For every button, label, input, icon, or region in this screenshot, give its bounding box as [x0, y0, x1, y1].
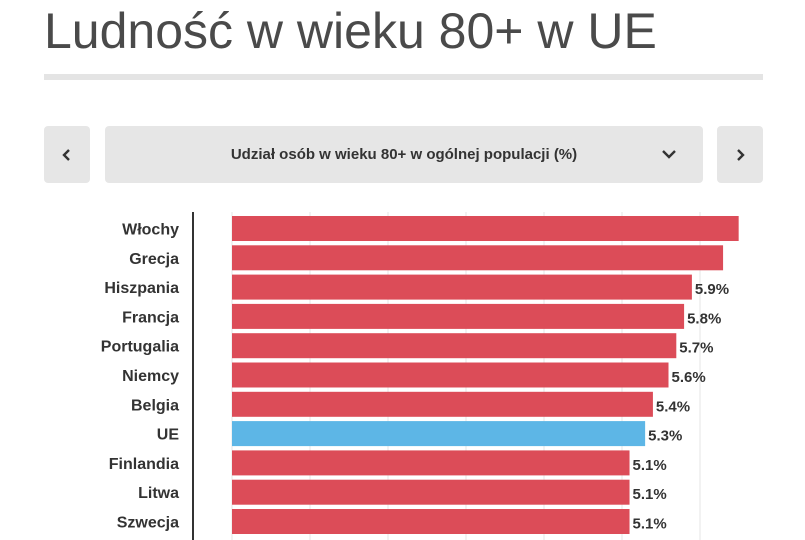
value-label: 5.1% — [633, 457, 667, 474]
bar — [232, 450, 630, 476]
category-label: Niemcy — [122, 368, 179, 385]
bar — [232, 274, 692, 300]
category-label: Litwa — [138, 485, 179, 502]
bar — [232, 216, 739, 241]
dropdown-label: Udział osób w wieku 80+ w ogólnej popula… — [230, 146, 578, 163]
value-label: 5.1% — [633, 516, 667, 533]
bar — [232, 509, 630, 534]
chevron-right-icon — [737, 148, 745, 161]
page-title: Ludność w wieku 80+ w UE — [44, 3, 657, 59]
bar — [232, 421, 646, 447]
previous-button[interactable] — [44, 126, 90, 183]
indicator-dropdown[interactable]: Udział osób w wieku 80+ w ogólnej popula… — [105, 126, 703, 183]
category-label: Francja — [122, 309, 179, 326]
category-label: Grecja — [129, 251, 179, 268]
category-label: Szwecja — [117, 515, 179, 532]
value-label: 5.4% — [656, 398, 690, 415]
bar — [232, 303, 685, 329]
category-label: Hiszpania — [104, 280, 179, 297]
category-label: Włochy — [122, 222, 179, 239]
value-label: 5.9% — [695, 281, 729, 298]
category-label: Portugalia — [101, 339, 179, 356]
value-label: 5.7% — [679, 340, 713, 357]
bar — [232, 362, 669, 388]
value-label: 5.3% — [648, 428, 682, 445]
value-label: 5.1% — [633, 486, 667, 503]
bar — [232, 391, 653, 417]
chevron-left-icon — [62, 148, 70, 161]
value-label: 5.8% — [687, 310, 721, 327]
title-divider — [44, 74, 763, 80]
category-label: UE — [157, 427, 180, 444]
value-label: 5.6% — [672, 369, 706, 386]
chevron-down-icon — [662, 150, 676, 159]
category-label: Finlandia — [109, 456, 179, 473]
bar — [232, 245, 724, 271]
next-button[interactable] — [717, 126, 763, 183]
bar — [232, 479, 630, 505]
bar — [232, 333, 677, 359]
category-label: Belgia — [131, 397, 179, 414]
